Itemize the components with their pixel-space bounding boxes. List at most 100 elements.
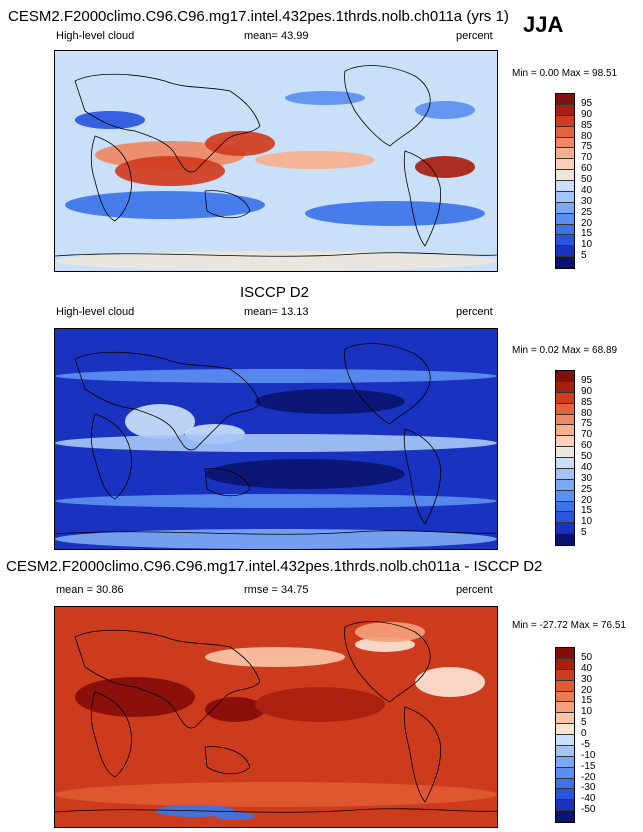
colorbar-swatch	[556, 490, 574, 502]
colorbar-swatch	[556, 468, 574, 480]
colorbar-swatch	[556, 523, 574, 535]
colorbar-tick-label: -40	[581, 793, 596, 805]
colorbar-swatch	[556, 213, 574, 225]
contour-region-central-america-convection	[415, 156, 475, 178]
contour-region-southern-ocean	[55, 782, 497, 807]
coastline-outline	[74, 629, 261, 729]
colorbar-tick-label: 80	[581, 130, 593, 142]
colorbar-tick-label: -10	[581, 749, 596, 761]
coastline-outline	[90, 691, 132, 778]
contour-region-north-atlantic-dry	[285, 91, 365, 105]
coastline-outline	[403, 428, 442, 525]
panel3-units: percent	[456, 584, 493, 596]
panel1-colorbar-ticks: 95 90 85 80 75 70 60 50 40 30 25 20 15 10 5	[581, 93, 611, 267]
colorbar-tick-label: 40	[581, 461, 593, 473]
colorbar-tick-label: 95	[581, 97, 593, 109]
colorbar-swatch	[556, 202, 574, 214]
colorbar-tick-label: 90	[581, 108, 593, 120]
season-label: JJA	[523, 12, 564, 37]
colorbar-tick-label: 5	[581, 527, 587, 539]
colorbar-swatch	[556, 137, 574, 149]
colorbar-swatch	[556, 148, 574, 160]
colorbar-tick-label: 10	[581, 706, 593, 718]
contour-region-tropical-band	[55, 434, 497, 452]
model-case-title: CESM2.F2000climo.C96.C96.mg17.intel.432p…	[8, 8, 509, 25]
colorbar-tick-label: 25	[581, 483, 593, 495]
colorbar-tick-label: -15	[581, 760, 596, 772]
colorbar-swatch	[556, 735, 574, 746]
coastline-outline	[90, 413, 132, 500]
colorbar-tick-label: 10	[581, 239, 593, 251]
colorbar-swatch	[556, 501, 574, 513]
colorbar-swatch	[556, 181, 574, 192]
panel2-units: percent	[456, 306, 493, 318]
panel2-colorbar	[555, 370, 575, 546]
coastline-outline	[74, 73, 261, 173]
contour-region-indian-ocean-warm	[205, 131, 275, 156]
contour-region-antarctica-edge	[55, 251, 497, 271]
colorbar-swatch	[556, 534, 574, 545]
colorbar-tick-label: 50	[581, 451, 593, 462]
panel2-variable-label: High-level cloud	[56, 306, 135, 318]
panel2-colorbar-ticks: 95 90 85 80 75 70 60 50 40 30 25 20 15 10 5	[581, 370, 611, 544]
colorbar-swatch	[556, 235, 574, 247]
contour-region-north-pacific-neutral	[205, 647, 345, 667]
colorbar-swatch	[556, 512, 574, 524]
colorbar-swatch	[556, 224, 574, 236]
coastline-outline	[403, 150, 442, 247]
colorbar-swatch	[556, 257, 574, 268]
coastline-outline	[204, 190, 251, 219]
contour-region-north-atlantic-neutral	[415, 667, 485, 697]
colorbar-swatch	[556, 658, 574, 670]
contour-region-tropical-indian-ocean	[75, 677, 195, 717]
panel2-mean: mean= 13.13	[244, 306, 309, 318]
contour-region-antarctica-negative	[215, 812, 255, 820]
contour-region-south-subtropics-dry	[305, 201, 485, 226]
panel1-minmax: Min = 0.00 Max = 98.51	[512, 68, 618, 79]
colorbar-swatch	[556, 767, 574, 779]
colorbar-swatch	[556, 170, 574, 181]
colorbar-swatch	[556, 745, 574, 757]
colorbar-swatch	[556, 425, 574, 437]
colorbar-tick-label: 0	[581, 728, 587, 739]
colorbar-tick-label: -30	[581, 782, 596, 794]
contour-region-north-atlantic-dry	[415, 101, 475, 119]
colorbar-tick-label: 20	[581, 684, 593, 696]
colorbar-tick-label: 60	[581, 163, 593, 175]
panel3-minmax: Min = -27.72 Max = 76.51	[512, 620, 626, 631]
contour-region-central-pacific	[255, 687, 385, 722]
colorbar-swatch	[556, 458, 574, 469]
colorbar-swatch	[556, 371, 574, 382]
colorbar-swatch	[556, 403, 574, 415]
colorbar-tick-label: 20	[581, 494, 593, 506]
colorbar-swatch	[556, 778, 574, 790]
panel3-rmse: rmse = 34.75	[244, 584, 309, 596]
colorbar-tick-label: -50	[581, 804, 596, 816]
colorbar-swatch	[556, 702, 574, 714]
colorbar-tick-label: 60	[581, 440, 593, 452]
coastline-outline	[403, 706, 442, 803]
contour-region-indian-ocean-warm	[115, 156, 225, 186]
colorbar-tick-label: 40	[581, 184, 593, 196]
colorbar-tick-label: 20	[581, 217, 593, 229]
colorbar-tick-label: 25	[581, 206, 593, 218]
colorbar-tick-label: -20	[581, 771, 596, 783]
colorbar-tick-label: 5	[581, 717, 587, 729]
colorbar-tick-label: 10	[581, 516, 593, 528]
contour-region-southern-ocean	[55, 226, 497, 251]
colorbar-tick-label: 50	[581, 651, 593, 663]
coastline-outline	[344, 65, 431, 147]
colorbar-swatch	[556, 115, 574, 127]
colorbar-tick-label: 15	[581, 228, 593, 240]
panel1-colorbar	[555, 93, 575, 269]
colorbar-tick-label: 85	[581, 396, 593, 408]
coastline-outline	[344, 621, 431, 703]
coastline-outline	[55, 530, 497, 535]
panel1-model-map	[54, 50, 498, 272]
contour-region-tropical-pacific-east	[255, 151, 375, 169]
colorbar-swatch	[556, 648, 574, 659]
panel3-difference-map	[54, 606, 498, 828]
colorbar-swatch	[556, 246, 574, 258]
colorbar-swatch	[556, 800, 574, 812]
panel1-mean: mean= 43.99	[244, 30, 309, 42]
